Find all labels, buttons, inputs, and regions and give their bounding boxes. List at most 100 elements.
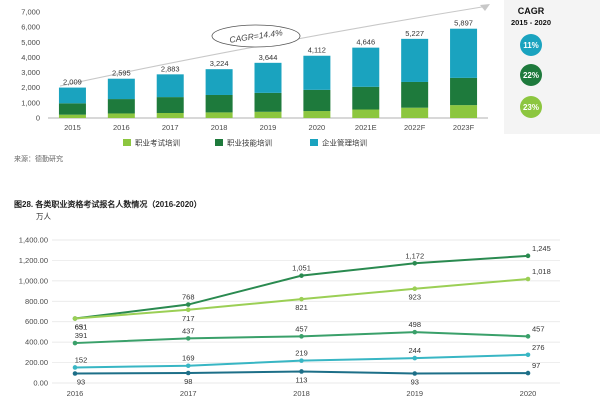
bar-segment — [205, 94, 233, 113]
cagr-panel-bg — [504, 0, 600, 134]
line-chart: 0.00 200.00 400.00 600.00 800.00 1,000.00 1,20… — [19, 236, 560, 398]
bar-segment — [254, 111, 282, 118]
bar-total-label: 3,224 — [210, 59, 229, 68]
line-y-tick-label: 1,200.00 — [19, 256, 48, 265]
bar-x-tick-label: 2021E — [355, 123, 377, 132]
legend-label: 企业管理培训 — [322, 138, 367, 148]
bar-segment — [205, 112, 233, 118]
line-point — [525, 276, 531, 282]
line-data-label: 97 — [532, 361, 540, 370]
bar-segment — [107, 113, 135, 118]
line-point — [412, 371, 418, 376]
bar-total-label: 2,009 — [63, 78, 82, 87]
line-y-tick-label: 400.00 — [25, 338, 48, 347]
line-point — [185, 336, 191, 341]
line-x-tick-label: 2018 — [293, 389, 310, 398]
line-point — [299, 334, 304, 339]
line-data-label: 276 — [532, 343, 545, 352]
line-data-label: 1,018 — [532, 267, 551, 276]
cagr-circle — [520, 96, 542, 118]
line-data-label: 244 — [408, 346, 421, 355]
line-data-label: 152 — [75, 355, 88, 364]
bar-x-tick-label: 2022F — [404, 123, 426, 132]
cagr-circle — [520, 34, 542, 56]
bar-total-label: 5,227 — [405, 29, 424, 38]
legend-label: 职业考试培训 — [135, 138, 180, 148]
bar-segment — [352, 109, 380, 118]
bar-segment — [156, 97, 184, 114]
line-data-label: 457 — [532, 324, 545, 333]
legend-swatch — [215, 139, 223, 146]
line-point — [185, 302, 191, 307]
cagr-value: 22% — [523, 71, 539, 80]
bar-segment — [107, 78, 135, 100]
line-x-tick-label: 2016 — [67, 389, 84, 398]
line-data-label: 821 — [295, 303, 308, 312]
bar-segment — [58, 114, 86, 118]
line-y-tick-label: 600.00 — [25, 317, 48, 326]
bar-y-tick-label: 5,000 — [21, 38, 40, 47]
bar-total-label: 3,644 — [259, 53, 278, 62]
line-y-tick-label: 200.00 — [25, 358, 48, 367]
bar-x-tick-label: 2019 — [260, 123, 277, 132]
line-point — [412, 260, 418, 266]
line-point — [412, 329, 418, 335]
bar-y-tick-label: 1,000 — [21, 98, 40, 107]
bar-segment — [254, 62, 282, 93]
cagr-circle — [520, 64, 542, 86]
bar-segment — [450, 105, 478, 118]
bar-x-tick-label: 2018 — [211, 123, 228, 132]
line-y-tick-label: 1,000.00 — [19, 276, 48, 285]
line-x-tick-label: 2017 — [180, 389, 197, 398]
line-data-label: 768 — [182, 293, 195, 302]
line-point — [412, 355, 418, 361]
bar-segment — [58, 103, 86, 115]
line-data-label: 98 — [184, 377, 192, 386]
bar-y-tick-label: 3,000 — [21, 68, 40, 77]
line-point — [72, 365, 78, 370]
cagr-panel: CAGR 2015 - 2020 11% 22% 23% — [504, 0, 600, 134]
bar-segment — [303, 55, 331, 90]
bar-y-tick-label: 4,000 — [21, 53, 40, 62]
line-y-tick-label: 1,400.00 — [19, 236, 48, 245]
line-data-label: 457 — [295, 324, 308, 333]
line-data-label: 113 — [296, 375, 308, 384]
bar-segment — [107, 99, 135, 114]
line-point — [412, 286, 418, 292]
cagr-value: 23% — [523, 103, 539, 112]
line-chart-ylabel: 万人 — [36, 212, 51, 221]
cagr-arrow-ellipse — [211, 24, 301, 48]
source-note: 来源：德勤研究 — [14, 154, 63, 163]
bar-segment — [156, 113, 184, 118]
growth-arrow-head — [480, 4, 490, 11]
line-point — [185, 307, 191, 313]
line-point — [299, 358, 304, 363]
cagr-value: 11% — [523, 41, 539, 50]
bar-total-label: 4,112 — [308, 46, 326, 55]
line-point — [72, 371, 78, 376]
bar-chart-legend: 职业考试培训 职业技能培训 企业管理培训 — [123, 138, 367, 148]
cagr-subtitle: 2015 - 2020 — [511, 18, 551, 27]
line-data-label: 1,051 — [292, 264, 311, 273]
bar-y-tick-label: 2,000 — [21, 83, 40, 92]
bar-segment — [205, 69, 233, 95]
bar-x-tick-label: 2020 — [309, 123, 326, 132]
line-y-tick-label: 0.00 — [33, 379, 48, 388]
legend-label: 职业技能培训 — [227, 138, 272, 148]
bar-segment — [303, 111, 331, 118]
line-data-label: 391 — [75, 331, 88, 340]
line-data-label: 631 — [75, 323, 88, 332]
line-data-label: 93 — [411, 378, 419, 387]
line-point — [72, 340, 78, 346]
bar-total-label: 4,646 — [356, 38, 375, 47]
line-data-label: 717 — [182, 314, 195, 323]
line-point — [525, 370, 531, 376]
line-point — [299, 273, 304, 278]
line-point — [299, 296, 304, 302]
line-point — [72, 316, 78, 321]
line-data-label: 437 — [182, 326, 195, 335]
bar-segment — [352, 86, 380, 110]
line-point — [525, 352, 531, 358]
line-data-label: 219 — [295, 349, 308, 358]
